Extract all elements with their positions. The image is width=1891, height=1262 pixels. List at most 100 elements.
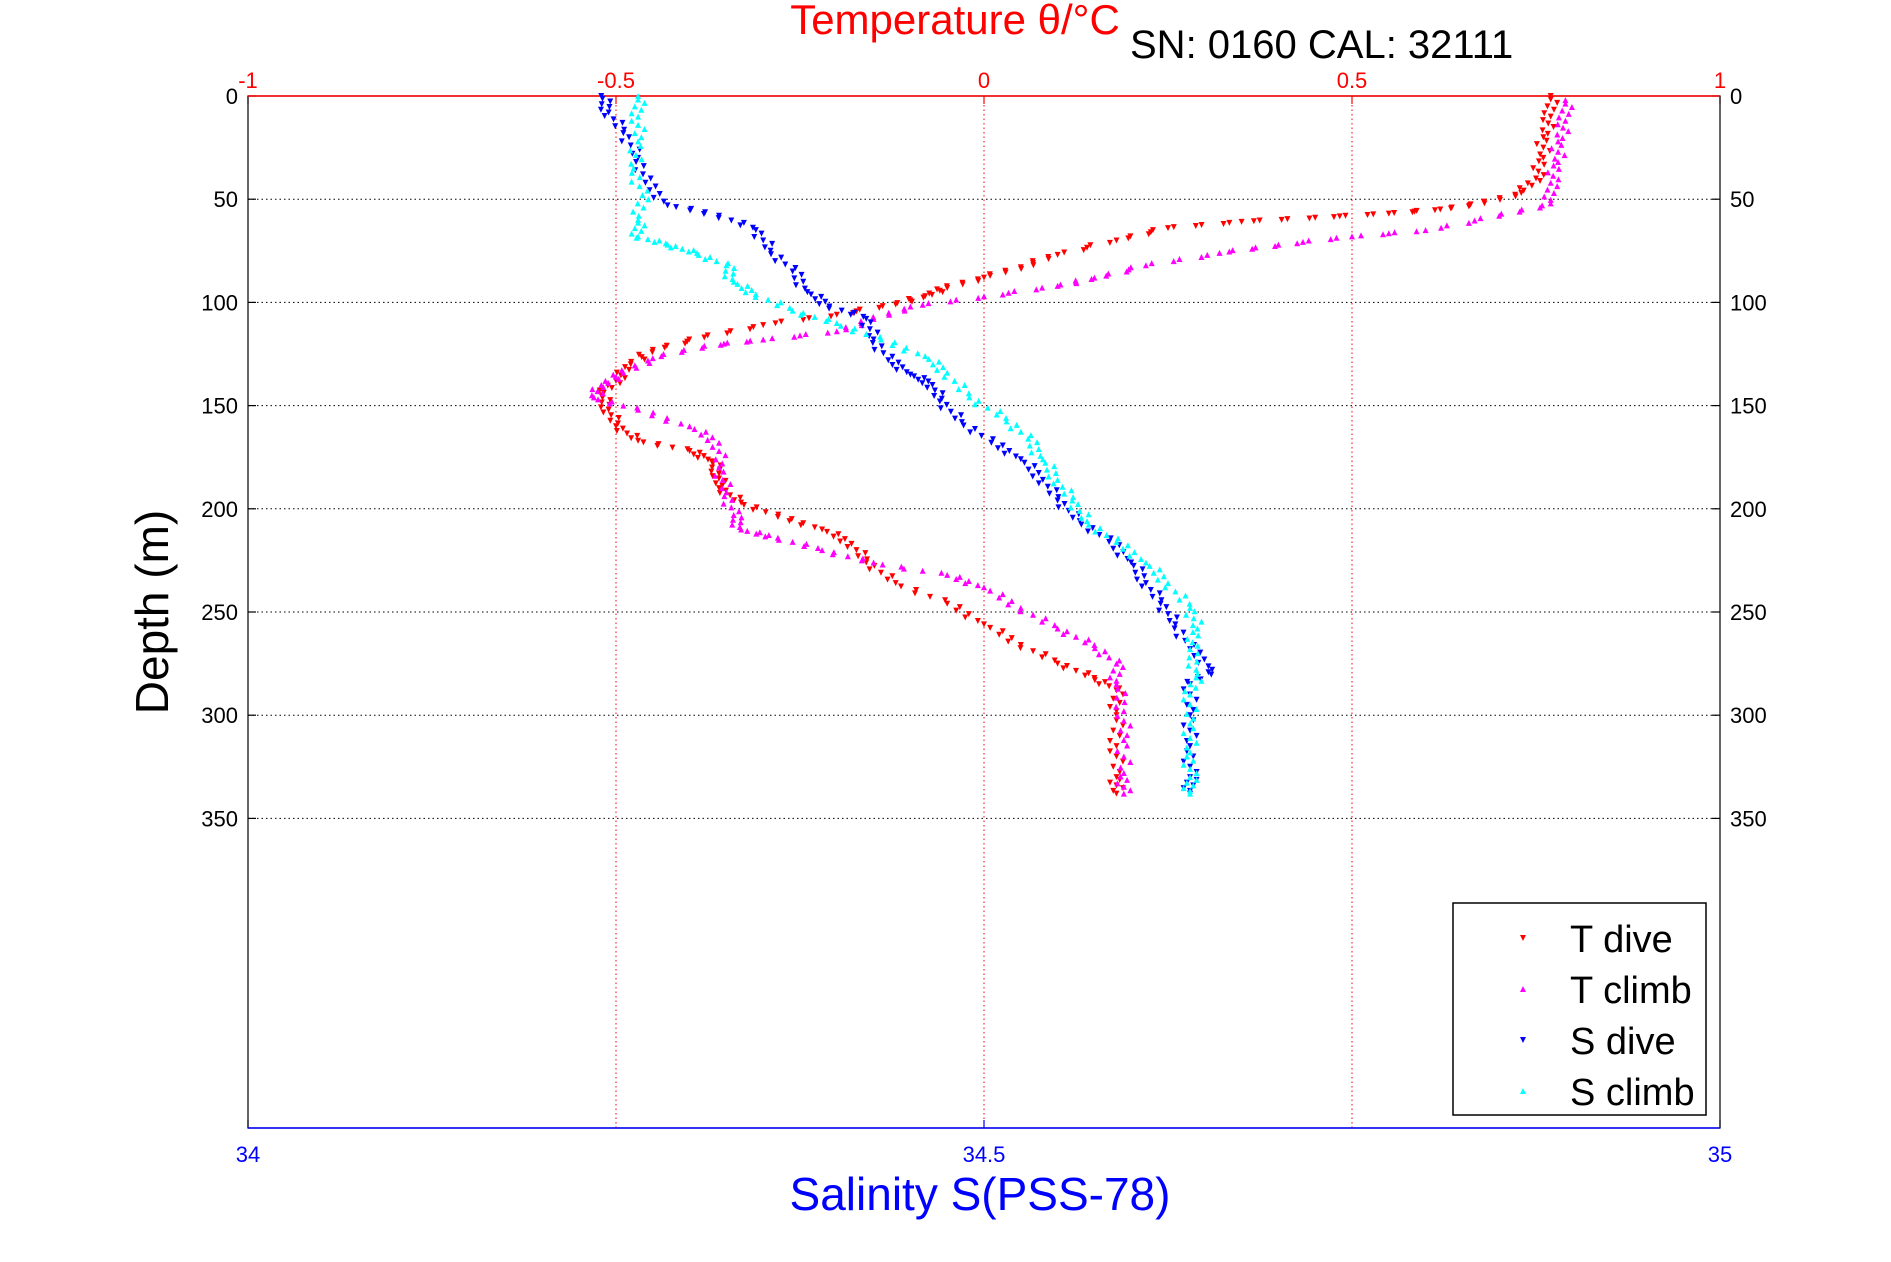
data-point [1272, 242, 1279, 249]
data-point [880, 350, 887, 357]
data-point [1001, 450, 1008, 457]
data-point [621, 375, 628, 382]
left-tick-label: 300 [201, 703, 238, 728]
data-point [1044, 483, 1051, 490]
data-point [819, 526, 826, 533]
data-point [1518, 190, 1525, 197]
data-point [652, 183, 659, 190]
data-point [1051, 657, 1058, 664]
data-point [639, 171, 646, 178]
right-tick-label: 200 [1730, 497, 1767, 522]
data-point [731, 265, 738, 271]
data-point [929, 361, 936, 368]
data-point [974, 582, 981, 589]
data-point [622, 364, 629, 371]
data-point [843, 326, 850, 333]
data-point [1535, 168, 1542, 175]
data-point [1124, 776, 1131, 783]
data-point [1005, 601, 1012, 608]
data-point [627, 147, 634, 154]
data-point [1060, 665, 1067, 672]
data-point [626, 366, 633, 373]
data-point [635, 96, 642, 103]
data-point [830, 533, 837, 540]
data-point [1034, 439, 1041, 446]
data-point [624, 430, 631, 437]
data-point [981, 274, 987, 281]
data-point [1051, 463, 1058, 470]
data-point [792, 265, 799, 271]
data-point [1193, 666, 1200, 673]
chart-subtitle: SN: 0160 CAL: 32111 [1130, 23, 1513, 67]
data-point [753, 504, 760, 511]
data-point [833, 328, 840, 335]
data-point [1165, 225, 1171, 232]
data-point [712, 480, 719, 487]
data-point [646, 359, 653, 366]
data-point [607, 397, 614, 404]
data-point [772, 320, 779, 327]
data-point [878, 343, 885, 350]
data-point [1117, 773, 1124, 780]
data-point [761, 244, 768, 251]
data-point [1055, 494, 1062, 501]
data-point [800, 278, 807, 285]
data-point [921, 375, 928, 382]
data-point [956, 604, 963, 611]
data-point [605, 406, 612, 413]
data-point [800, 316, 807, 323]
data-point [1165, 580, 1171, 587]
data-point [1184, 635, 1191, 642]
data-point [738, 514, 745, 521]
data-point [959, 281, 966, 288]
data-point [654, 442, 661, 449]
data-point [1025, 466, 1032, 473]
data-point [1275, 241, 1282, 248]
data-point [1103, 272, 1110, 279]
data-point [1157, 600, 1164, 607]
data-point [1069, 497, 1076, 504]
data-point [1142, 559, 1149, 566]
data-point [1183, 779, 1190, 786]
data-point [628, 117, 635, 124]
data-point [1026, 442, 1033, 449]
data-point [590, 394, 597, 401]
data-point [769, 335, 776, 342]
data-point [701, 334, 708, 341]
data-point [1299, 238, 1306, 245]
data-point [1039, 456, 1046, 463]
data-point [1021, 459, 1028, 466]
data-point [1017, 456, 1024, 463]
right-tick-label: 50 [1730, 187, 1754, 212]
data-point [956, 573, 963, 580]
data-point [1550, 123, 1557, 130]
data-point [1123, 268, 1130, 275]
data-point [1114, 780, 1121, 787]
data-point [1216, 249, 1223, 256]
data-point [1027, 432, 1034, 439]
data-point [981, 584, 987, 591]
data-point [1176, 256, 1183, 263]
data-point [1496, 212, 1503, 219]
data-point [636, 183, 643, 190]
data-point [721, 273, 728, 280]
data-point [633, 234, 640, 241]
data-point [935, 358, 942, 365]
data-point [1545, 120, 1552, 127]
data-point [978, 432, 985, 439]
data-point [737, 494, 744, 501]
data-point [1537, 151, 1544, 158]
data-point [1082, 672, 1089, 679]
data-point [719, 476, 726, 483]
data-point [672, 242, 679, 249]
data-point [889, 353, 896, 360]
data-point [769, 240, 776, 247]
data-point [778, 254, 785, 261]
data-point [602, 377, 609, 384]
data-point [628, 435, 635, 442]
data-point [994, 445, 1001, 452]
data-point [627, 361, 634, 368]
data-point [1124, 742, 1131, 749]
data-point [1555, 148, 1562, 155]
